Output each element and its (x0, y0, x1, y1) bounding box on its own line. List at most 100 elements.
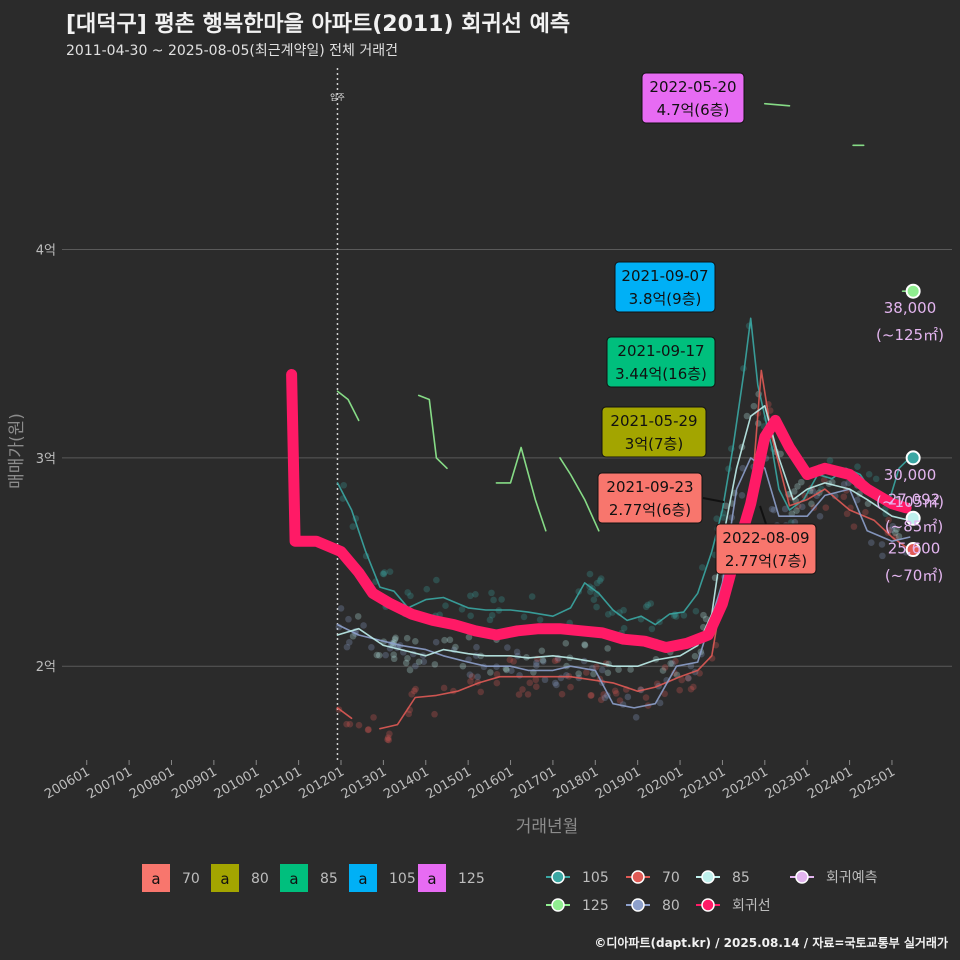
transaction-point (466, 671, 474, 678)
transaction-point (349, 632, 357, 640)
transaction-point (798, 478, 805, 486)
transaction-point (411, 687, 418, 695)
transaction-point (593, 603, 600, 611)
transaction-point (385, 736, 393, 744)
transaction-point (488, 589, 495, 597)
transaction-point (504, 644, 511, 651)
transaction-point (386, 730, 393, 738)
annotation-date: 2022-08-09 (722, 529, 809, 547)
transaction-point (506, 656, 514, 664)
transaction-point (872, 475, 880, 483)
transaction-point (713, 515, 720, 523)
annotation-date: 2022-05-20 (649, 78, 736, 96)
y-tick-label: 3억 (36, 452, 56, 467)
transaction-point (390, 651, 398, 658)
transaction-point (791, 488, 798, 495)
x-tick-label: 201501 (424, 764, 474, 802)
transaction-point (587, 588, 594, 595)
transaction-point (391, 636, 399, 643)
transaction-point (788, 510, 796, 517)
transaction-point (687, 685, 695, 693)
annotation-date: 2021-05-29 (610, 412, 697, 430)
x-tick-label: 202101 (678, 764, 728, 802)
transaction-point (808, 500, 815, 508)
legend-point-key (631, 898, 645, 912)
series-line-70 (379, 369, 911, 730)
transaction-point (381, 569, 388, 576)
legend-fill-label: 80 (251, 871, 269, 887)
transaction-point (431, 661, 439, 668)
transaction-point (382, 651, 389, 659)
legend-fill-label: 85 (320, 871, 338, 887)
annotation-price: 3.8억(9층) (629, 290, 702, 308)
transaction-point (526, 679, 534, 687)
x-tick-label: 202301 (763, 764, 813, 802)
transaction-point (355, 721, 363, 729)
transaction-point (508, 667, 515, 675)
transaction-point (854, 463, 861, 470)
y-tick-label: 2억 (36, 660, 56, 675)
x-tick-label: 202201 (720, 764, 770, 802)
transaction-point (882, 510, 889, 518)
legend-fill-label: 105 (389, 871, 416, 887)
transaction-point (878, 541, 886, 548)
transaction-point (862, 508, 869, 516)
transaction-point (867, 539, 875, 546)
transaction-point (820, 476, 828, 484)
legend-fill-label: 125 (458, 871, 485, 887)
forecast-point (905, 510, 921, 526)
transaction-point (698, 564, 706, 571)
x-tick-label: 202401 (805, 764, 855, 802)
annotation-box (601, 406, 707, 458)
x-tick-label: 201901 (593, 764, 643, 802)
transaction-point (340, 481, 348, 489)
regression-line (286, 369, 912, 653)
forecast-size: (~85㎡) (885, 517, 943, 535)
transaction-point (474, 673, 481, 681)
transaction-point (850, 523, 858, 530)
transaction-point (676, 686, 683, 694)
legend-point-key (701, 870, 715, 884)
transaction-point (368, 644, 375, 651)
transaction-point (632, 714, 640, 721)
transaction-point (490, 596, 497, 604)
x-tick-label: 200701 (85, 764, 135, 802)
transaction-point (616, 697, 624, 704)
transaction-point (553, 681, 560, 689)
series-line-125 (559, 457, 600, 532)
transaction-point (370, 714, 377, 721)
legend-fill-key (211, 864, 239, 892)
transaction-point (486, 616, 494, 624)
transaction-point (375, 652, 383, 659)
transaction-point (442, 602, 449, 610)
annotation-date: 2021-09-17 (617, 342, 704, 360)
transaction-point (554, 656, 561, 664)
transaction-point (743, 412, 751, 420)
x-tick-label: 200901 (169, 764, 219, 802)
transaction-point (510, 658, 517, 665)
transaction-point (593, 663, 600, 671)
transaction-point (669, 660, 676, 667)
transaction-point (373, 651, 381, 659)
x-tick-label: 202501 (847, 764, 897, 802)
transaction-point (343, 643, 351, 651)
legend-line-label: 70 (662, 870, 680, 886)
transaction-point (754, 420, 762, 427)
transaction-point (590, 670, 597, 678)
transaction-point (722, 502, 730, 510)
transaction-point (865, 471, 873, 478)
transaction-point (520, 613, 528, 621)
transaction-point (412, 662, 419, 670)
transaction-point (390, 655, 398, 663)
transaction-point (656, 699, 664, 707)
series-line-125 (336, 390, 360, 422)
chart-subtitle: 2011-04-30 ~ 2025-08-05(최근계약일) 전체 거래건 (66, 43, 398, 59)
transaction-point (441, 636, 448, 644)
legend-fill-glyph: a (427, 870, 436, 888)
annotation-price: 2.77억(6층) (609, 501, 691, 519)
legend-fill-key (418, 864, 446, 892)
transaction-point (889, 522, 897, 530)
transaction-point (885, 516, 892, 524)
legend-point-key (701, 898, 715, 912)
transaction-point (432, 638, 440, 646)
